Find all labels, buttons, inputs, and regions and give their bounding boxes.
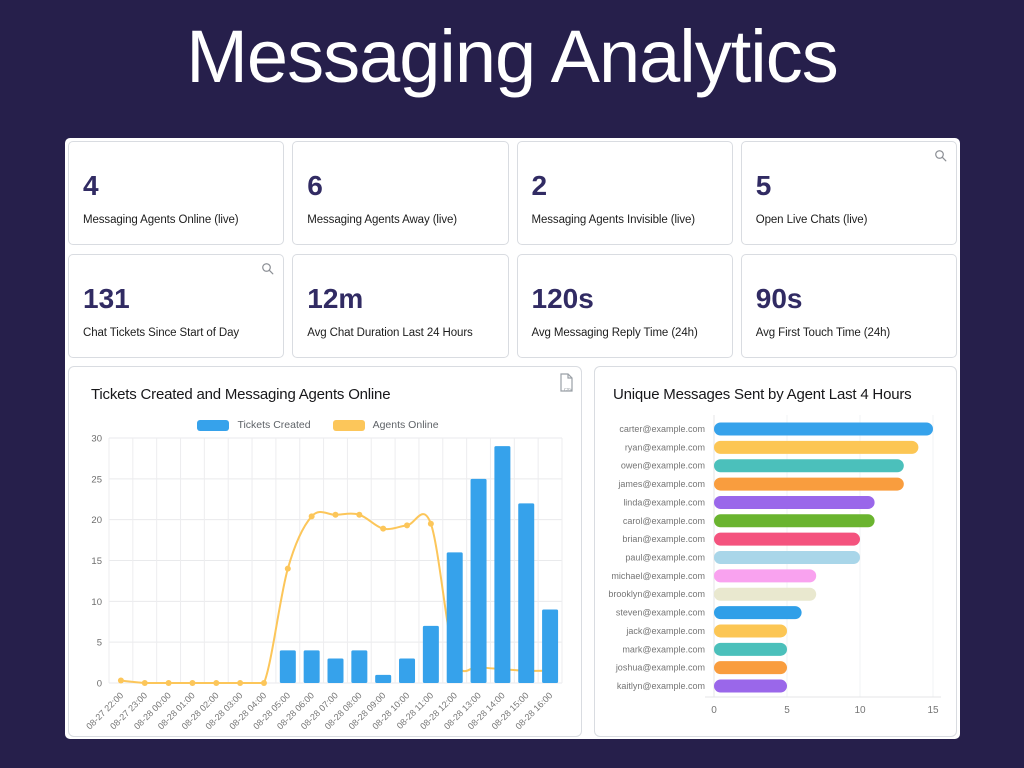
kpi-card: 90s Avg First Touch Time (24h) (740, 254, 957, 358)
svg-text:0: 0 (97, 679, 102, 690)
combo-chart-card: csv Tickets Created and Messaging Agents… (68, 366, 582, 737)
search-icon[interactable] (934, 149, 948, 163)
kpi-card: 2 Messaging Agents Invisible (live) (516, 141, 733, 245)
svg-text:20: 20 (91, 515, 102, 526)
kpi-value: 4 (83, 170, 99, 201)
svg-text:kaitlyn@example.com: kaitlyn@example.com (617, 681, 705, 691)
kpi-card: 120s Avg Messaging Reply Time (24h) (516, 254, 733, 358)
hbar-bar[interactable] (714, 661, 787, 675)
kpi-value: 6 (307, 170, 323, 201)
search-icon[interactable] (261, 262, 275, 276)
kpi-label: Avg Messaging Reply Time (24h) (531, 327, 698, 339)
hbar-bar[interactable] (714, 514, 875, 528)
svg-text:25: 25 (91, 474, 102, 485)
dashboard-panel: 4 Messaging Agents Online (live) 6 Messag… (65, 138, 960, 739)
svg-text:brian@example.com: brian@example.com (622, 534, 705, 544)
hbar-bar[interactable] (714, 477, 904, 491)
kpi-card: 12m Avg Chat Duration Last 24 Hours (292, 254, 509, 358)
kpi-label: Avg Chat Duration Last 24 Hours (307, 327, 473, 339)
kpi-label: Messaging Agents Away (live) (307, 214, 458, 226)
hbar-bar[interactable] (714, 495, 875, 509)
kpi-card: 6 Messaging Agents Away (live) (292, 141, 509, 245)
kpi-card: 131 Chat Tickets Since Start of Day (68, 254, 285, 358)
kpi-value: 5 (755, 170, 772, 201)
kpi-value: 90s (755, 283, 803, 314)
combo-chart-legend: Tickets Created Agents Online (69, 418, 581, 432)
svg-text:15: 15 (927, 705, 939, 716)
svg-text:jack@example.com: jack@example.com (625, 626, 705, 636)
svg-text:csv: csv (564, 387, 573, 393)
hbar-bar[interactable] (714, 587, 817, 601)
svg-text:15: 15 (91, 556, 102, 567)
svg-text:10: 10 (91, 597, 102, 608)
svg-text:5: 5 (97, 638, 102, 649)
charts-row: csv Tickets Created and Messaging Agents… (68, 366, 957, 737)
svg-text:owen@example.com: owen@example.com (621, 461, 705, 471)
hbar-bar[interactable] (714, 642, 787, 656)
kpi-grid: 4 Messaging Agents Online (live) 6 Messag… (68, 141, 957, 358)
hbar-bar[interactable] (714, 679, 787, 693)
legend-label-tickets-created[interactable]: Tickets Created (237, 419, 311, 431)
svg-text:james@example.com: james@example.com (617, 479, 705, 489)
hbar-chart-canvas[interactable]: 0 5 10 15 carter@example.com ryan@example.com… (595, 367, 956, 736)
page-title: Messaging Analytics (186, 15, 838, 98)
svg-text:0: 0 (711, 705, 717, 716)
svg-text:10: 10 (854, 705, 866, 716)
kpi-card: 4 Messaging Agents Online (live) (68, 141, 285, 245)
hbar-bar[interactable] (714, 569, 817, 583)
svg-text:joshua@example.com: joshua@example.com (615, 663, 705, 673)
export-csv-icon[interactable]: csv (557, 371, 575, 395)
legend-swatch-tickets-created[interactable] (197, 419, 230, 431)
svg-text:steven@example.com: steven@example.com (616, 608, 705, 618)
kpi-label: Chat Tickets Since Start of Day (83, 327, 240, 339)
hbar-bar[interactable] (714, 532, 860, 546)
kpi-label: Open Live Chats (live) (755, 214, 868, 226)
svg-text:ryan@example.com: ryan@example.com (625, 442, 705, 452)
legend-swatch-agents-online[interactable] (332, 419, 365, 431)
kpi-label: Avg First Touch Time (24h) (755, 327, 891, 339)
svg-text:carol@example.com: carol@example.com (623, 516, 705, 526)
hbar-bar[interactable] (714, 422, 933, 436)
hbar-bar[interactable] (714, 440, 919, 454)
kpi-value: 120s (531, 283, 594, 314)
svg-text:paul@example.com: paul@example.com (625, 553, 705, 563)
svg-text:brooklyn@example.com: brooklyn@example.com (608, 589, 705, 599)
kpi-value: 131 (83, 283, 130, 314)
hbar-chart-title: Unique Messages Sent by Agent Last 4 Hou… (613, 386, 912, 403)
kpi-label: Messaging Agents Online (live) (83, 214, 239, 226)
hbar-bar[interactable] (714, 606, 802, 620)
svg-text:5: 5 (784, 705, 790, 716)
combo-chart-title: Tickets Created and Messaging Agents Onl… (91, 386, 391, 403)
kpi-label: Messaging Agents Invisible (live) (531, 214, 696, 226)
hbar-bar[interactable] (714, 624, 787, 638)
hbar-bar[interactable] (714, 551, 860, 565)
kpi-value: 2 (531, 170, 548, 201)
svg-text:30: 30 (91, 434, 102, 445)
kpi-card: 5 Open Live Chats (live) (740, 141, 957, 245)
hbar-chart-card: Unique Messages Sent by Agent Last 4 Hou… (594, 366, 957, 737)
kpi-value: 12m (307, 283, 364, 314)
svg-text:linda@example.com: linda@example.com (623, 497, 705, 507)
svg-text:mark@example.com: mark@example.com (622, 644, 705, 654)
hbar-bar[interactable] (714, 459, 904, 473)
svg-text:carter@example.com: carter@example.com (619, 424, 705, 434)
svg-text:michael@example.com: michael@example.com (611, 571, 705, 581)
legend-label-agents-online[interactable]: Agents Online (372, 419, 439, 431)
